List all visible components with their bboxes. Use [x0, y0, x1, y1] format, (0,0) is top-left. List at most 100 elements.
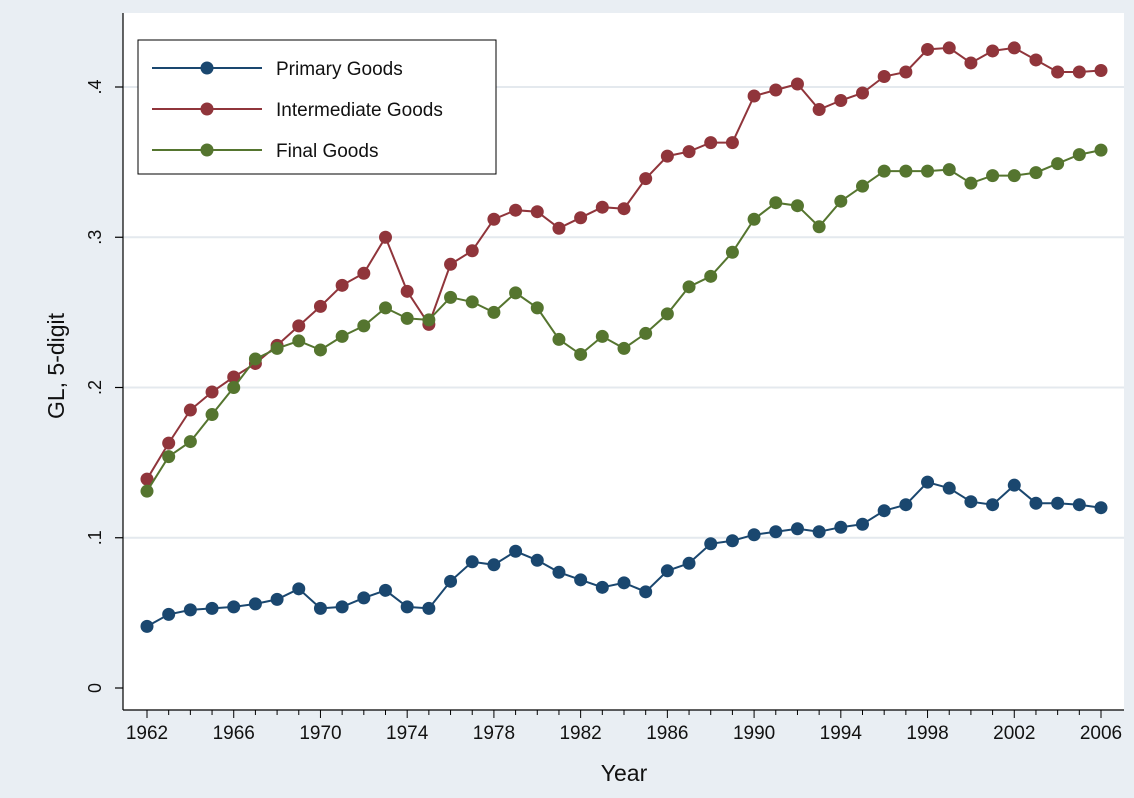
primary-goods-point: [595, 580, 609, 594]
legend-label: Final Goods: [276, 141, 378, 162]
intermediate-goods-point: [1072, 65, 1086, 79]
intermediate-goods-point: [617, 202, 631, 216]
final-goods-point: [422, 313, 436, 327]
primary-goods-point: [682, 556, 696, 570]
primary-goods-point: [227, 600, 241, 614]
intermediate-goods-point: [487, 212, 501, 226]
intermediate-goods-point: [856, 86, 869, 100]
final-goods-point: [725, 245, 739, 259]
primary-goods-point: [183, 603, 197, 617]
intermediate-goods-point: [292, 319, 306, 333]
primary-goods-point: [639, 585, 653, 599]
intermediate-goods-point: [335, 278, 349, 292]
x-tick-label: 2002: [993, 723, 1035, 744]
intermediate-goods-point: [313, 299, 327, 313]
primary-goods-point: [704, 537, 718, 551]
final-goods-point: [682, 280, 696, 294]
final-goods-point: [834, 194, 848, 208]
x-tick-label: 1990: [733, 723, 775, 744]
primary-goods-point: [530, 553, 544, 567]
final-goods-point: [617, 341, 631, 355]
final-goods-point: [964, 176, 978, 190]
final-goods-point: [747, 212, 761, 226]
intermediate-goods-point: [834, 94, 848, 108]
intermediate-goods-point: [162, 436, 176, 450]
primary-goods-point: [1072, 498, 1086, 512]
primary-goods-point: [660, 564, 674, 578]
primary-goods-point: [357, 591, 371, 605]
intermediate-goods-point: [465, 244, 479, 258]
primary-goods-point: [725, 534, 739, 548]
primary-goods-point: [487, 558, 501, 572]
intermediate-goods-point: [595, 200, 609, 214]
primary-goods-point: [856, 517, 869, 531]
final-goods-point: [769, 196, 783, 210]
series-primary-goods: [140, 475, 1108, 633]
primary-goods-point: [812, 525, 826, 539]
intermediate-goods-point: [574, 211, 588, 225]
final-goods-point: [877, 164, 891, 178]
intermediate-goods-point: [790, 77, 804, 91]
final-goods-point: [465, 295, 479, 309]
final-goods-point: [335, 329, 349, 343]
final-goods-point: [205, 408, 219, 422]
legend-label: Intermediate Goods: [276, 100, 443, 121]
primary-goods-point: [617, 576, 631, 590]
primary-goods-point: [877, 504, 891, 518]
intermediate-goods-point: [552, 221, 566, 235]
intermediate-goods-point: [812, 103, 826, 117]
series-layer: [140, 41, 1108, 633]
final-goods-point: [986, 169, 1000, 183]
primary-goods-point: [834, 520, 848, 534]
final-goods-point: [552, 332, 566, 346]
final-goods-point: [357, 319, 371, 333]
primary-goods-point: [1029, 496, 1043, 510]
final-goods-point: [812, 220, 826, 234]
primary-goods-point: [552, 565, 566, 579]
final-goods-point: [704, 269, 718, 283]
final-goods-point: [270, 341, 284, 355]
primary-goods-point: [1051, 496, 1065, 510]
primary-goods-point: [140, 619, 154, 633]
primary-goods-point: [205, 601, 219, 615]
intermediate-goods-point: [725, 136, 739, 150]
final-goods-point: [790, 199, 804, 213]
intermediate-goods-point: [379, 230, 392, 244]
primary-goods-point: [790, 522, 804, 536]
intermediate-goods-point: [964, 56, 978, 70]
y-tick-label: .1: [85, 530, 105, 545]
intermediate-goods-point: [899, 65, 913, 79]
legend-marker: [200, 102, 214, 116]
primary-goods-point: [1094, 501, 1108, 515]
legend-box: [137, 39, 497, 175]
primary-goods-point: [747, 528, 761, 542]
final-goods-point: [595, 329, 609, 343]
y-tick-label: .3: [85, 230, 105, 245]
primary-goods-point: [335, 600, 349, 614]
final-goods-point: [487, 305, 501, 319]
intermediate-goods-point: [660, 149, 674, 163]
intermediate-goods-point: [682, 145, 696, 159]
final-goods-point: [1072, 148, 1086, 162]
x-axis-label: Year: [601, 760, 648, 786]
series-final-goods: [140, 143, 1108, 498]
primary-goods-point: [444, 574, 458, 588]
y-tick-label: .4: [85, 79, 105, 94]
series-intermediate-goods: [140, 41, 1108, 486]
intermediate-goods-point: [183, 403, 197, 417]
primary-goods-point: [422, 601, 436, 615]
x-tick-label: 1970: [299, 723, 341, 744]
primary-goods-point: [465, 555, 479, 569]
y-tick-label: 0: [85, 683, 105, 693]
final-goods-point: [379, 301, 392, 315]
final-goods-point: [530, 301, 544, 315]
primary-goods-point: [379, 583, 392, 597]
x-tick-label: 1962: [126, 723, 168, 744]
final-goods-point: [444, 290, 458, 304]
intermediate-goods-point: [400, 284, 414, 298]
final-goods-point: [227, 381, 241, 394]
legend-label: Primary Goods: [276, 59, 403, 80]
final-goods-point: [248, 352, 262, 366]
intermediate-goods-point: [1029, 53, 1043, 67]
